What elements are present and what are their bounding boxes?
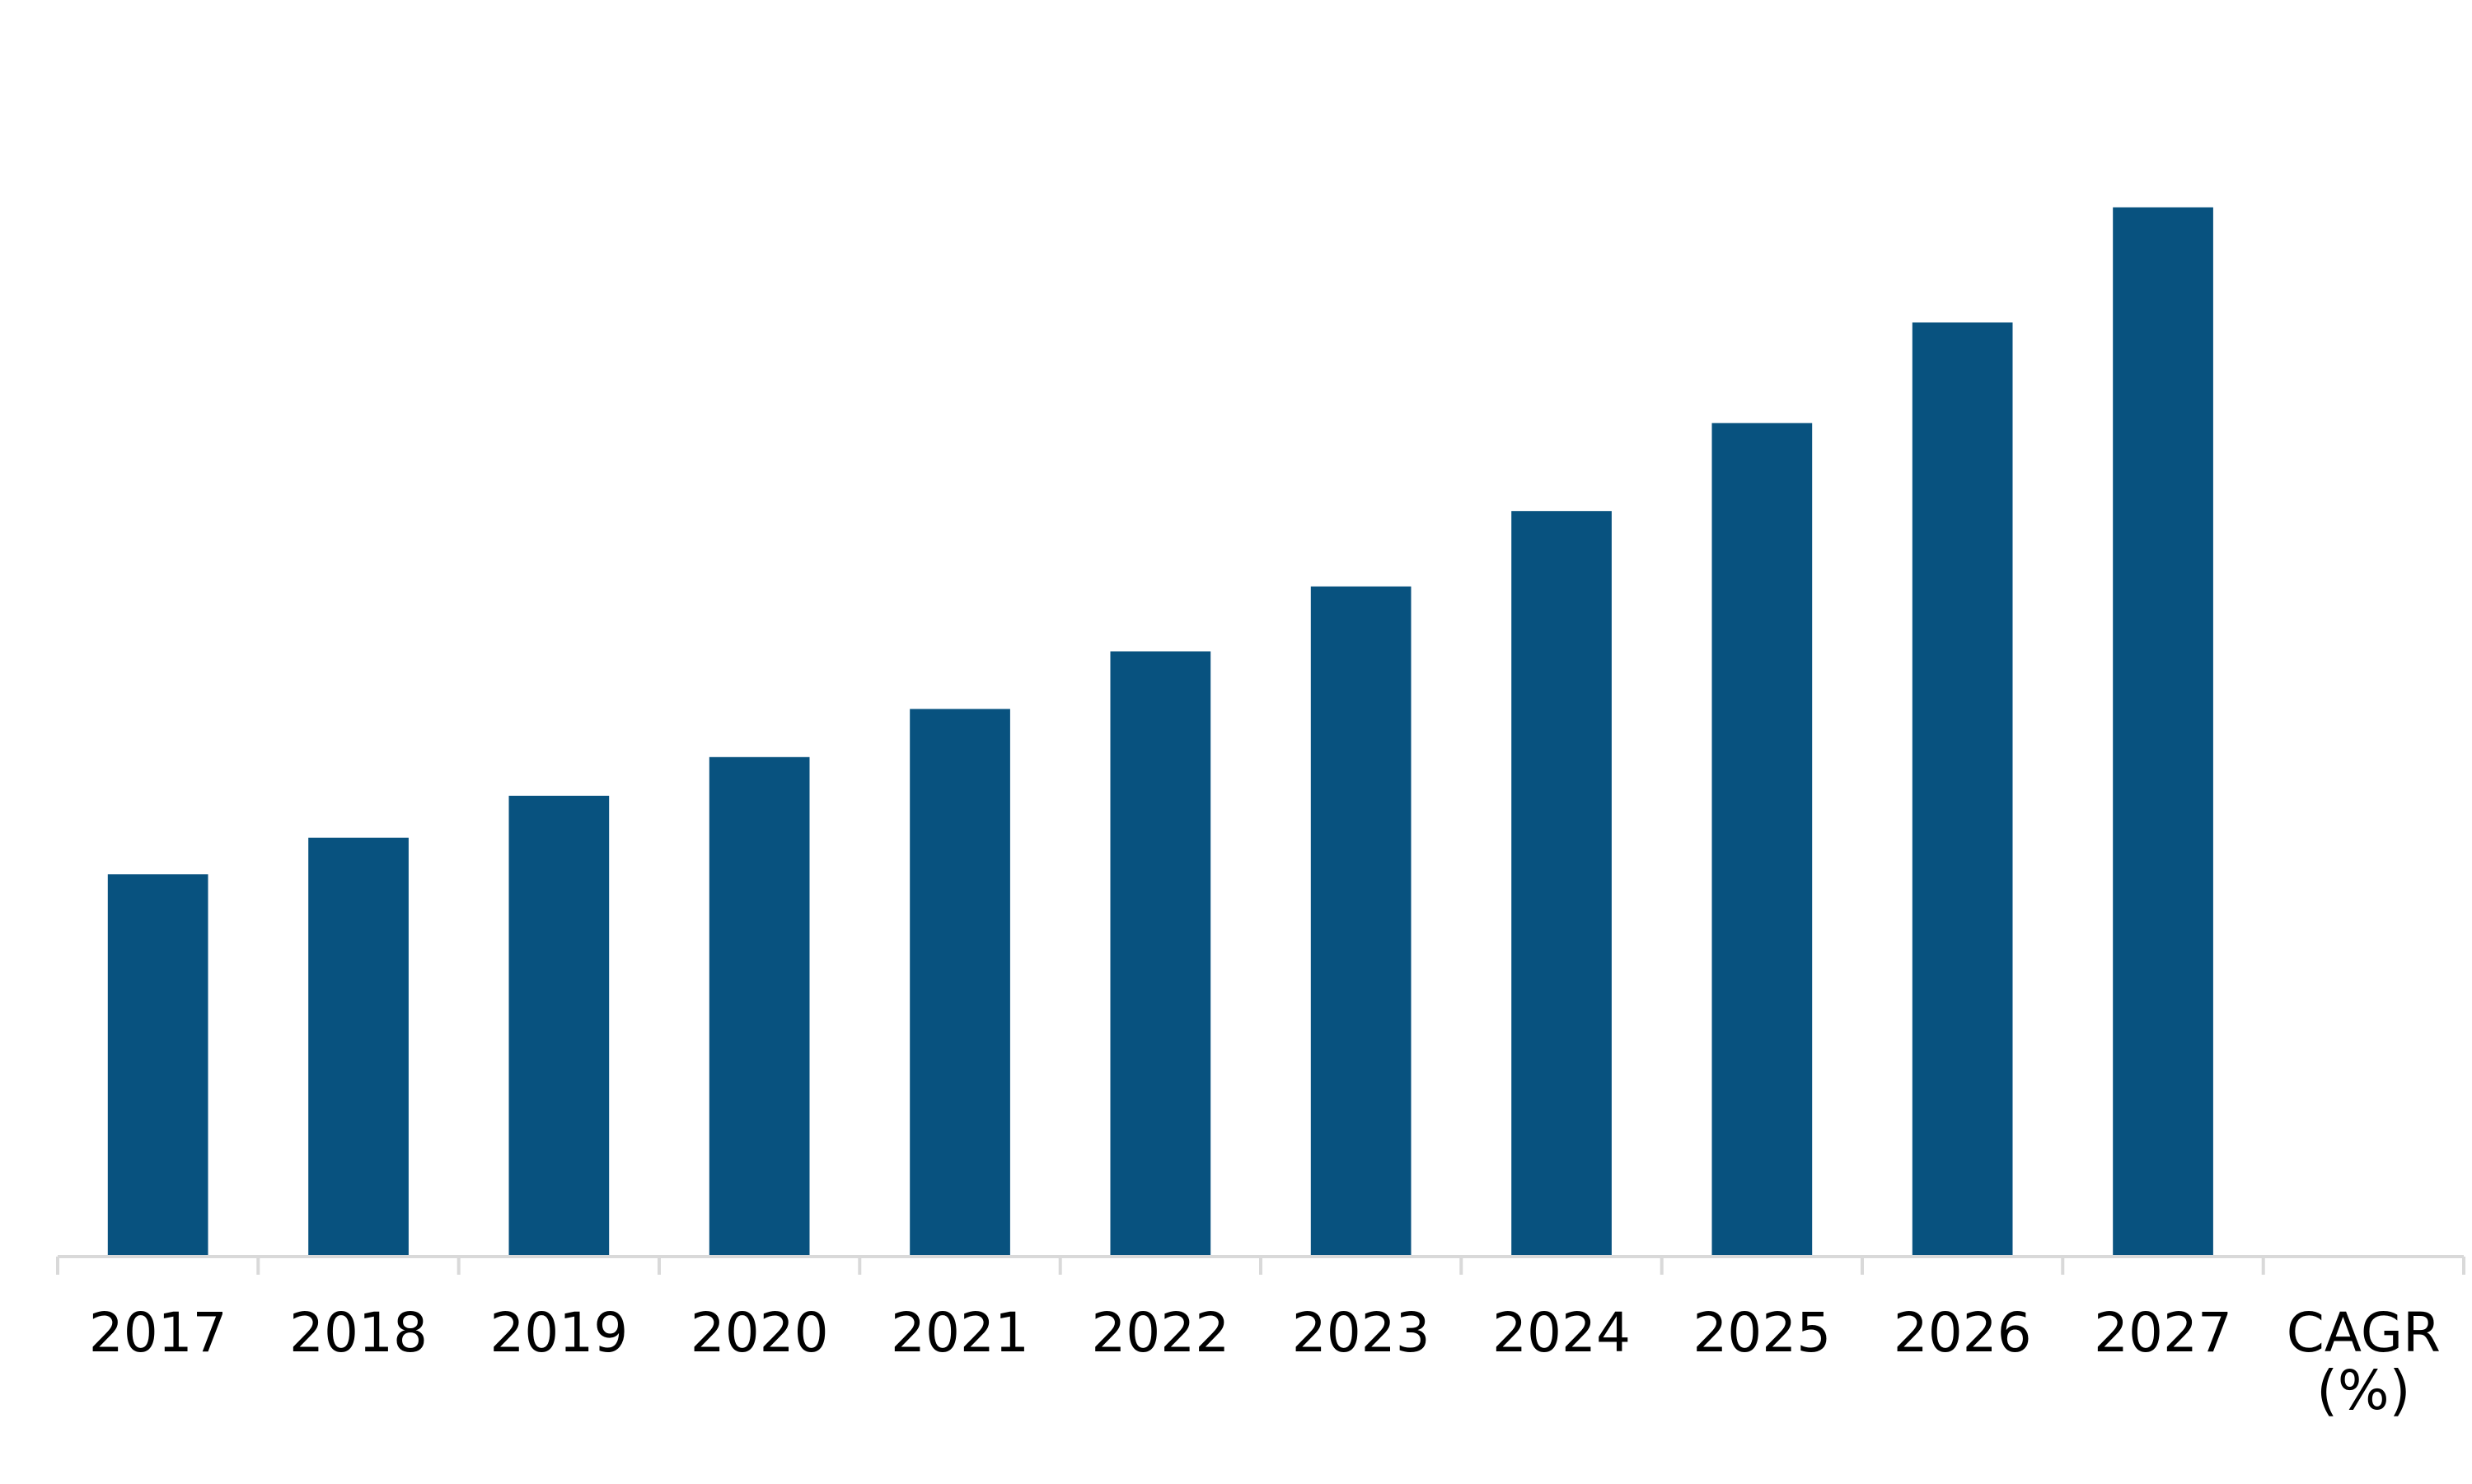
x-tick-label: 2023 (1292, 1301, 1430, 1365)
bar-2022 (1110, 651, 1211, 1257)
bar-2017 (107, 874, 208, 1257)
bar-2020 (709, 756, 810, 1257)
x-tick-labels: 2017 2018 2019 2020 2021 2022 2023 2024 2025 2026… (89, 1301, 2441, 1422)
x-tick-label: 2018 (289, 1301, 428, 1365)
x-tick-label: CAGR (%) (2287, 1301, 2441, 1422)
x-tick-label: 2025 (1692, 1301, 1831, 1365)
x-tick-label: 2026 (1894, 1301, 2032, 1365)
x-tick-label: 2027 (2094, 1301, 2232, 1365)
bar-2018 (308, 837, 409, 1257)
bar-2025 (1711, 423, 1813, 1257)
bar-2027 (2113, 207, 2213, 1257)
x-tick-label: 2022 (1091, 1301, 1229, 1365)
x-tick-label: 2017 (89, 1301, 227, 1365)
x-tick-label: 2020 (691, 1301, 829, 1365)
bar-2019 (508, 795, 610, 1257)
bar-2021 (910, 709, 1010, 1257)
x-tick-label: 2019 (489, 1301, 628, 1365)
x-tick-label: 2024 (1492, 1301, 1631, 1365)
x-tick-label: 2021 (891, 1301, 1029, 1365)
bar-2026 (1912, 322, 2013, 1257)
x-axis (56, 1255, 2465, 1275)
bar-2024 (1511, 511, 1612, 1257)
bars-group (107, 207, 2213, 1257)
bar-2023 (1310, 586, 1412, 1257)
